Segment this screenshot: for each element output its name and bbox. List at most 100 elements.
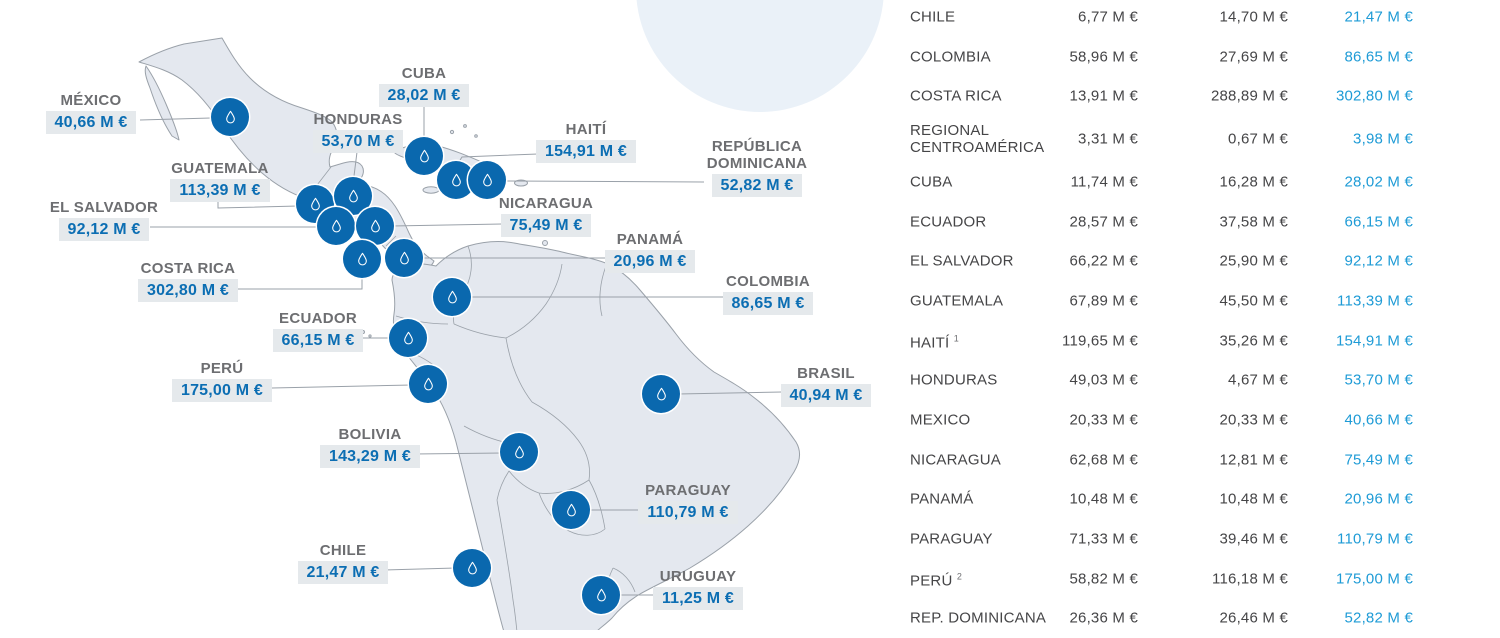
map-label-peru: PERÚ 175,00 M € — [160, 360, 284, 402]
table-value-2: 12,81 M € — [1219, 451, 1288, 469]
map-label-panama: PANAMÁ 20,96 M € — [588, 231, 712, 273]
map-marker-uruguay[interactable] — [582, 576, 620, 614]
table-value-2: 45,50 M € — [1219, 292, 1288, 310]
map-marker-costa-rica[interactable] — [343, 240, 381, 278]
map-label-chile: CHILE 21,47 M € — [281, 542, 405, 584]
country-value: 75,49 M € — [500, 214, 592, 237]
country-name: BOLIVIA — [338, 426, 402, 443]
map-label-brasil: BRASIL 40,94 M € — [764, 365, 888, 407]
table-row: NICARAGUA 62,68 M € 12,81 M € 75,49 M € — [908, 440, 1413, 480]
map-marker-ecuador[interactable] — [389, 319, 427, 357]
table-total: 66,15 M € — [1344, 213, 1413, 231]
decorative-circle — [636, 0, 884, 112]
table-value-2: 37,58 M € — [1219, 213, 1288, 231]
map-label-el-salvador: EL SALVADOR 92,12 M € — [40, 199, 168, 241]
table-row: REGIONAL CENTROAMÉRICA 3,31 M € 0,67 M € 3,… — [908, 116, 1413, 162]
map-marker-cuba[interactable] — [405, 137, 443, 175]
water-drop-icon — [403, 331, 413, 344]
map-marker-chile[interactable] — [453, 549, 491, 587]
map-label-mexico: MÉXICO 40,66 M € — [28, 92, 154, 134]
country-name: CUBA — [401, 65, 447, 82]
map-marker-colombia[interactable] — [433, 278, 471, 316]
latin-america-map: MÉXICO 40,66 M € CUBA 28,02 M € HONDURAS 53… — [28, 0, 888, 630]
table-total: 92,12 M € — [1344, 252, 1413, 270]
table-value-2: 20,33 M € — [1219, 411, 1288, 429]
country-name: PARAGUAY — [645, 482, 731, 499]
country-value: 66,15 M € — [272, 329, 364, 352]
water-drop-icon — [596, 588, 606, 601]
table-country: EL SALVADOR — [910, 252, 1014, 270]
table-country: PANAMÁ — [910, 490, 974, 508]
country-value: 53,70 M € — [312, 130, 404, 153]
table-value-1: 13,91 M € — [1069, 87, 1138, 105]
country-name: REPÚBLICA DOMINICANA — [706, 138, 808, 172]
table-country: COSTA RICA — [910, 87, 1002, 105]
water-drop-icon — [348, 189, 358, 202]
table-total: 52,82 M € — [1344, 609, 1413, 627]
country-value: 52,82 M € — [711, 174, 803, 197]
table-country: PARAGUAY — [910, 530, 993, 548]
table-value-1: 119,65 M € — [1062, 332, 1138, 350]
map-marker-brasil[interactable] — [642, 375, 680, 413]
map-marker-peru[interactable] — [409, 365, 447, 403]
table-value-1: 10,48 M € — [1069, 490, 1138, 508]
country-name: COSTA RICA — [140, 260, 236, 277]
map-label-guatemala: GUATEMALA 113,39 M € — [158, 160, 282, 202]
map-marker-bolivia[interactable] — [500, 433, 538, 471]
map-marker-paraguay[interactable] — [552, 491, 590, 529]
water-drop-icon — [225, 110, 235, 123]
country-value: 28,02 M € — [378, 84, 470, 107]
table-row: EL SALVADOR 66,22 M € 25,90 M € 92,12 M € — [908, 241, 1413, 281]
table-total: 20,96 M € — [1344, 490, 1413, 508]
map-label-bolivia: BOLIVIA 143,29 M € — [308, 426, 432, 468]
table-country: CHILE — [910, 8, 956, 26]
country-value: 11,25 M € — [652, 587, 744, 610]
map-marker-republica-dominicana[interactable] — [468, 161, 506, 199]
leader-lines — [139, 107, 783, 596]
table-total: 110,79 M € — [1337, 530, 1413, 548]
country-name: COLOMBIA — [725, 273, 811, 290]
water-drop-icon — [514, 445, 524, 458]
map-label-colombia: COLOMBIA 86,65 M € — [706, 273, 830, 315]
water-drop-icon — [447, 290, 457, 303]
water-drop-icon — [357, 252, 367, 265]
country-name: CHILE — [319, 542, 367, 559]
country-value: 110,79 M € — [638, 501, 738, 524]
map-marker-panama[interactable] — [385, 239, 423, 277]
table-total: 175,00 M € — [1335, 570, 1413, 588]
water-drop-icon — [482, 173, 492, 186]
country-name: HONDURAS — [313, 111, 403, 128]
table-row: REP. DOMINICANA 26,36 M € 26,46 M € 52,82 M… — [908, 599, 1413, 638]
table-total: 113,39 M € — [1337, 292, 1413, 310]
table-country: ECUADOR — [910, 213, 987, 231]
table-value-1: 28,57 M € — [1069, 213, 1138, 231]
table-value-2: 116,18 M € — [1212, 570, 1288, 588]
map-marker-nicaragua[interactable] — [356, 207, 394, 245]
country-value: 20,96 M € — [604, 250, 696, 273]
table-value-1: 62,68 M € — [1069, 451, 1138, 469]
table-value-2: 0,67 M € — [1228, 130, 1288, 148]
country-value: 175,00 M € — [171, 379, 273, 402]
table-value-1: 6,77 M € — [1078, 8, 1138, 26]
map-label-nicaragua: NICARAGUA 75,49 M € — [484, 195, 608, 237]
table-row: ECUADOR 28,57 M € 37,58 M € 66,15 M € — [908, 202, 1413, 242]
table-country: GUATEMALA — [910, 292, 1004, 310]
table-value-1: 58,82 M € — [1069, 570, 1138, 588]
table-value-2: 27,69 M € — [1219, 48, 1288, 66]
table-country: HONDURAS — [910, 371, 998, 389]
table-row: PANAMÁ 10,48 M € 10,48 M € 20,96 M € — [908, 480, 1413, 520]
map-label-costa-rica: COSTA RICA 302,80 M € — [126, 260, 250, 302]
water-drop-icon — [310, 197, 320, 210]
table-value-1: 20,33 M € — [1069, 411, 1138, 429]
country-value: 40,94 M € — [780, 384, 872, 407]
map-marker-mexico[interactable] — [211, 98, 249, 136]
table-row: CHILE 6,77 M € 14,70 M € 21,47 M € — [908, 0, 1413, 37]
table-row: MEXICO 20,33 M € 20,33 M € 40,66 M € — [908, 400, 1413, 440]
table-value-1: 58,96 M € — [1069, 48, 1138, 66]
water-drop-icon — [423, 377, 433, 390]
water-drop-icon — [566, 503, 576, 516]
country-name: HAITÍ — [565, 121, 607, 138]
table-value-1: 3,31 M € — [1078, 130, 1138, 148]
map-marker-el-salvador[interactable] — [317, 207, 355, 245]
table-value-1: 71,33 M € — [1069, 530, 1138, 548]
